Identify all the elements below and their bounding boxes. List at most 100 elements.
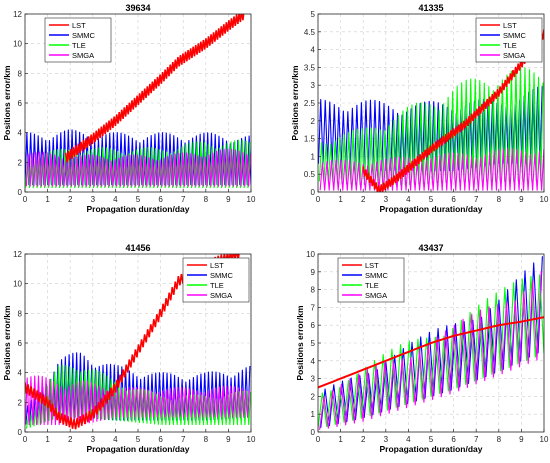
y-tick-label: 0 [311,188,316,197]
y-tick-label: 4 [311,357,316,366]
x-tick-label: 9 [519,435,524,444]
legend-label-lst: LST [503,21,517,30]
series-line-lst [362,29,544,192]
x-tick-label: 4 [406,195,411,204]
x-tick-label: 3 [384,195,389,204]
x-tick-label: 8 [204,435,209,444]
x-tick-label: 4 [406,435,411,444]
y-tick-label: 4 [311,46,316,55]
x-tick-label: 9 [226,195,231,204]
series-line-smmc [320,256,543,428]
legend-label-smmc: SMMC [72,31,95,40]
y-tick-label: 5 [311,10,316,19]
x-tick-label: 1 [45,195,50,204]
y-tick-label: 2.5 [304,99,316,108]
chart-title: 41335 [418,3,443,13]
y-tick-label: 7 [311,303,316,312]
x-axis-label: Propagation duration/day [87,204,190,214]
x-tick-label: 6 [158,195,163,204]
y-tick-label: 2 [311,117,316,126]
y-axis-label: Positions error/km [290,65,300,141]
y-axis-label: Positions error/km [2,305,12,381]
x-tick-label: 5 [429,435,434,444]
y-tick-label: 12 [13,250,22,259]
x-tick-label: 0 [316,435,321,444]
x-tick-label: 5 [136,195,141,204]
x-tick-label: 9 [226,435,231,444]
y-tick-label: 9 [311,268,316,277]
y-tick-label: 2 [18,398,23,407]
y-tick-label: 4 [18,369,23,378]
y-axis-label: Positions error/km [295,305,305,381]
y-tick-label: 6 [18,339,23,348]
legend-label-smmc: SMMC [503,31,526,40]
x-axis-label: Propagation duration/day [87,444,190,454]
chart-title: 39634 [125,3,150,13]
x-tick-label: 0 [316,195,321,204]
x-tick-label: 0 [23,435,28,444]
series-line-smga [25,148,251,187]
y-tick-label: 3 [311,375,316,384]
y-tick-label: 2 [18,158,23,167]
x-tick-label: 7 [474,435,479,444]
y-tick-label: 10 [13,40,22,49]
x-tick-label: 6 [451,435,456,444]
x-tick-label: 0 [23,195,28,204]
legend-label-smga: SMGA [72,51,94,60]
series-line-lst [64,14,245,163]
y-tick-label: 4 [18,129,23,138]
x-tick-label: 6 [158,435,163,444]
legend-label-smga: SMGA [210,291,232,300]
x-tick-label: 4 [113,435,118,444]
x-tick-label: 2 [361,435,366,444]
series-line-smga [319,271,542,430]
legend-label-lst: LST [210,261,224,270]
series-line-lst [318,316,544,389]
chart-panel-4: 0 1 2 3 4 5 6 7 8 9 10 0 1 2 3 4 5 6 7 8 9 10 43437 Propagation… [295,243,549,454]
y-tick-label: 1 [311,410,316,419]
legend-label-tle: TLE [72,41,86,50]
chart-title: 43437 [418,243,443,253]
y-tick-label: 0.5 [304,170,316,179]
y-tick-label: 3 [311,81,316,90]
x-tick-label: 7 [181,195,186,204]
x-tick-label: 7 [474,195,479,204]
y-tick-label: 6 [18,99,23,108]
x-tick-label: 10 [247,195,256,204]
chart-panel-2: 0 1 2 3 4 5 6 7 8 9 10 0 0.5 1 1.5 2 2.5 3 3.5 4 4.5 5 41335 Pr… [290,3,549,214]
legend-label-smga: SMGA [503,51,525,60]
y-tick-label: 6 [311,321,316,330]
x-tick-label: 9 [519,195,524,204]
y-tick-label: 8 [18,69,23,78]
legend-label-smmc: SMMC [210,271,233,280]
y-tick-label: 4.5 [304,28,316,37]
x-tick-label: 8 [497,195,502,204]
legend-label-smmc: SMMC [365,271,388,280]
y-tick-label: 0 [311,428,316,437]
x-tick-label: 5 [136,435,141,444]
x-axis-label: Propagation duration/day [380,444,483,454]
y-tick-label: 3.5 [304,63,316,72]
y-axis-label: Positions error/km [2,65,12,141]
y-tick-label: 0 [18,428,23,437]
y-tick-label: 5 [311,339,316,348]
y-tick-label: 8 [18,309,23,318]
x-tick-label: 4 [113,195,118,204]
y-tick-label: 10 [306,250,315,259]
x-tick-label: 6 [451,195,456,204]
legend-label-smga: SMGA [365,291,387,300]
legend-label-lst: LST [365,261,379,270]
x-tick-label: 5 [429,195,434,204]
x-tick-label: 1 [45,435,50,444]
x-tick-label: 2 [361,195,366,204]
y-tick-label: 1.5 [304,135,316,144]
x-tick-label: 10 [540,195,549,204]
x-tick-label: 8 [497,435,502,444]
y-tick-label: 0 [18,188,23,197]
